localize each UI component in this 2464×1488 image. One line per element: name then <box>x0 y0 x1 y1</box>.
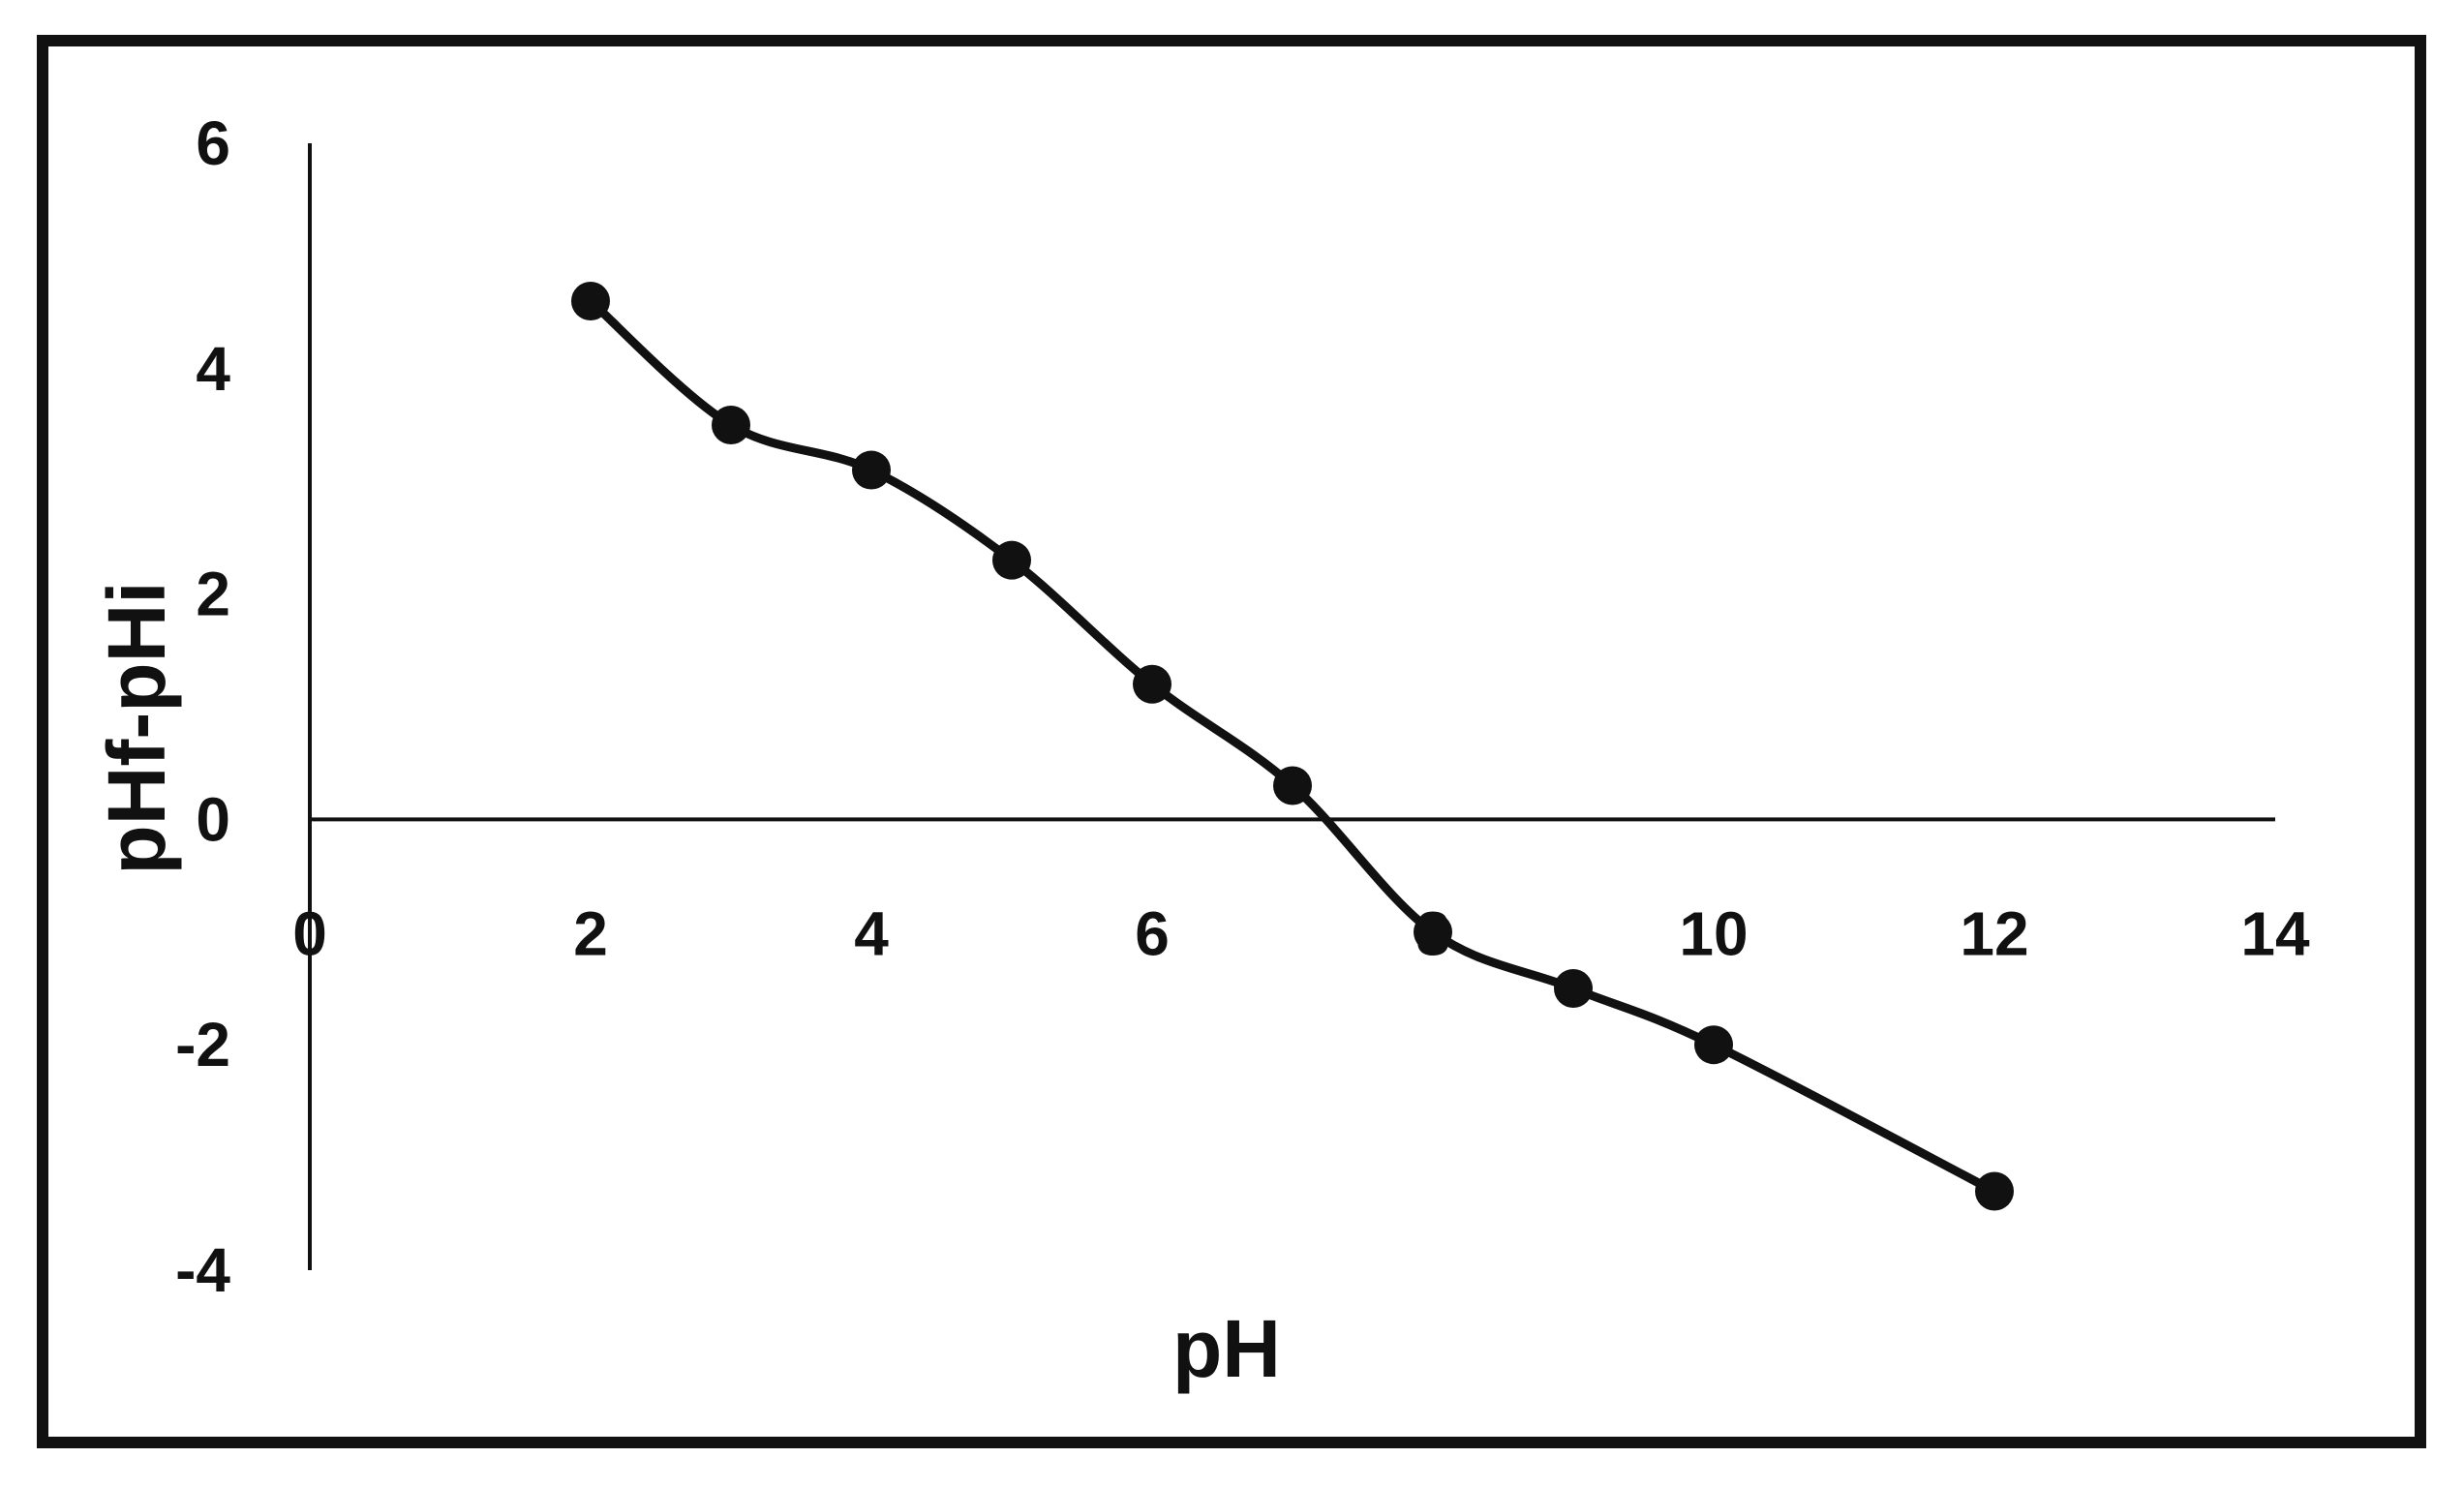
x-tick-label: 2 <box>573 898 608 968</box>
tick-labels: 0 2 4 6 8 10 12 14 -4 -2 0 2 4 6 <box>175 108 2310 1305</box>
x-tick-label: 6 <box>1135 898 1170 968</box>
data-point <box>1133 664 1171 704</box>
y-tick-label: -4 <box>175 1235 230 1305</box>
data-point <box>571 281 610 320</box>
data-point <box>852 450 891 490</box>
x-tick-label: 0 <box>292 898 327 968</box>
data-point <box>1273 766 1312 805</box>
data-point <box>1554 969 1593 1008</box>
x-axis-title: pH <box>1172 1303 1281 1394</box>
x-tick-label: 10 <box>1679 898 1748 968</box>
data-point <box>1414 912 1452 952</box>
y-tick-label: 0 <box>196 784 230 854</box>
y-tick-label: 6 <box>196 108 230 178</box>
data-point <box>992 540 1031 580</box>
y-axis-title: pHf-pHi <box>91 581 182 874</box>
data-point <box>712 406 750 444</box>
x-tick-label: 12 <box>1960 898 2028 968</box>
data-point <box>1975 1171 2014 1211</box>
data-point <box>1694 1025 1733 1065</box>
y-tick-label: -2 <box>175 1010 230 1079</box>
x-tick-label: 4 <box>854 898 889 968</box>
series-line <box>588 297 1997 1196</box>
y-tick-label: 4 <box>196 334 230 404</box>
x-tick-label: 14 <box>2240 898 2310 968</box>
axes <box>308 143 2275 1270</box>
y-tick-label: 2 <box>196 560 230 629</box>
series-layer <box>571 281 2014 1211</box>
x-tick-label: 8 <box>1415 898 1450 968</box>
